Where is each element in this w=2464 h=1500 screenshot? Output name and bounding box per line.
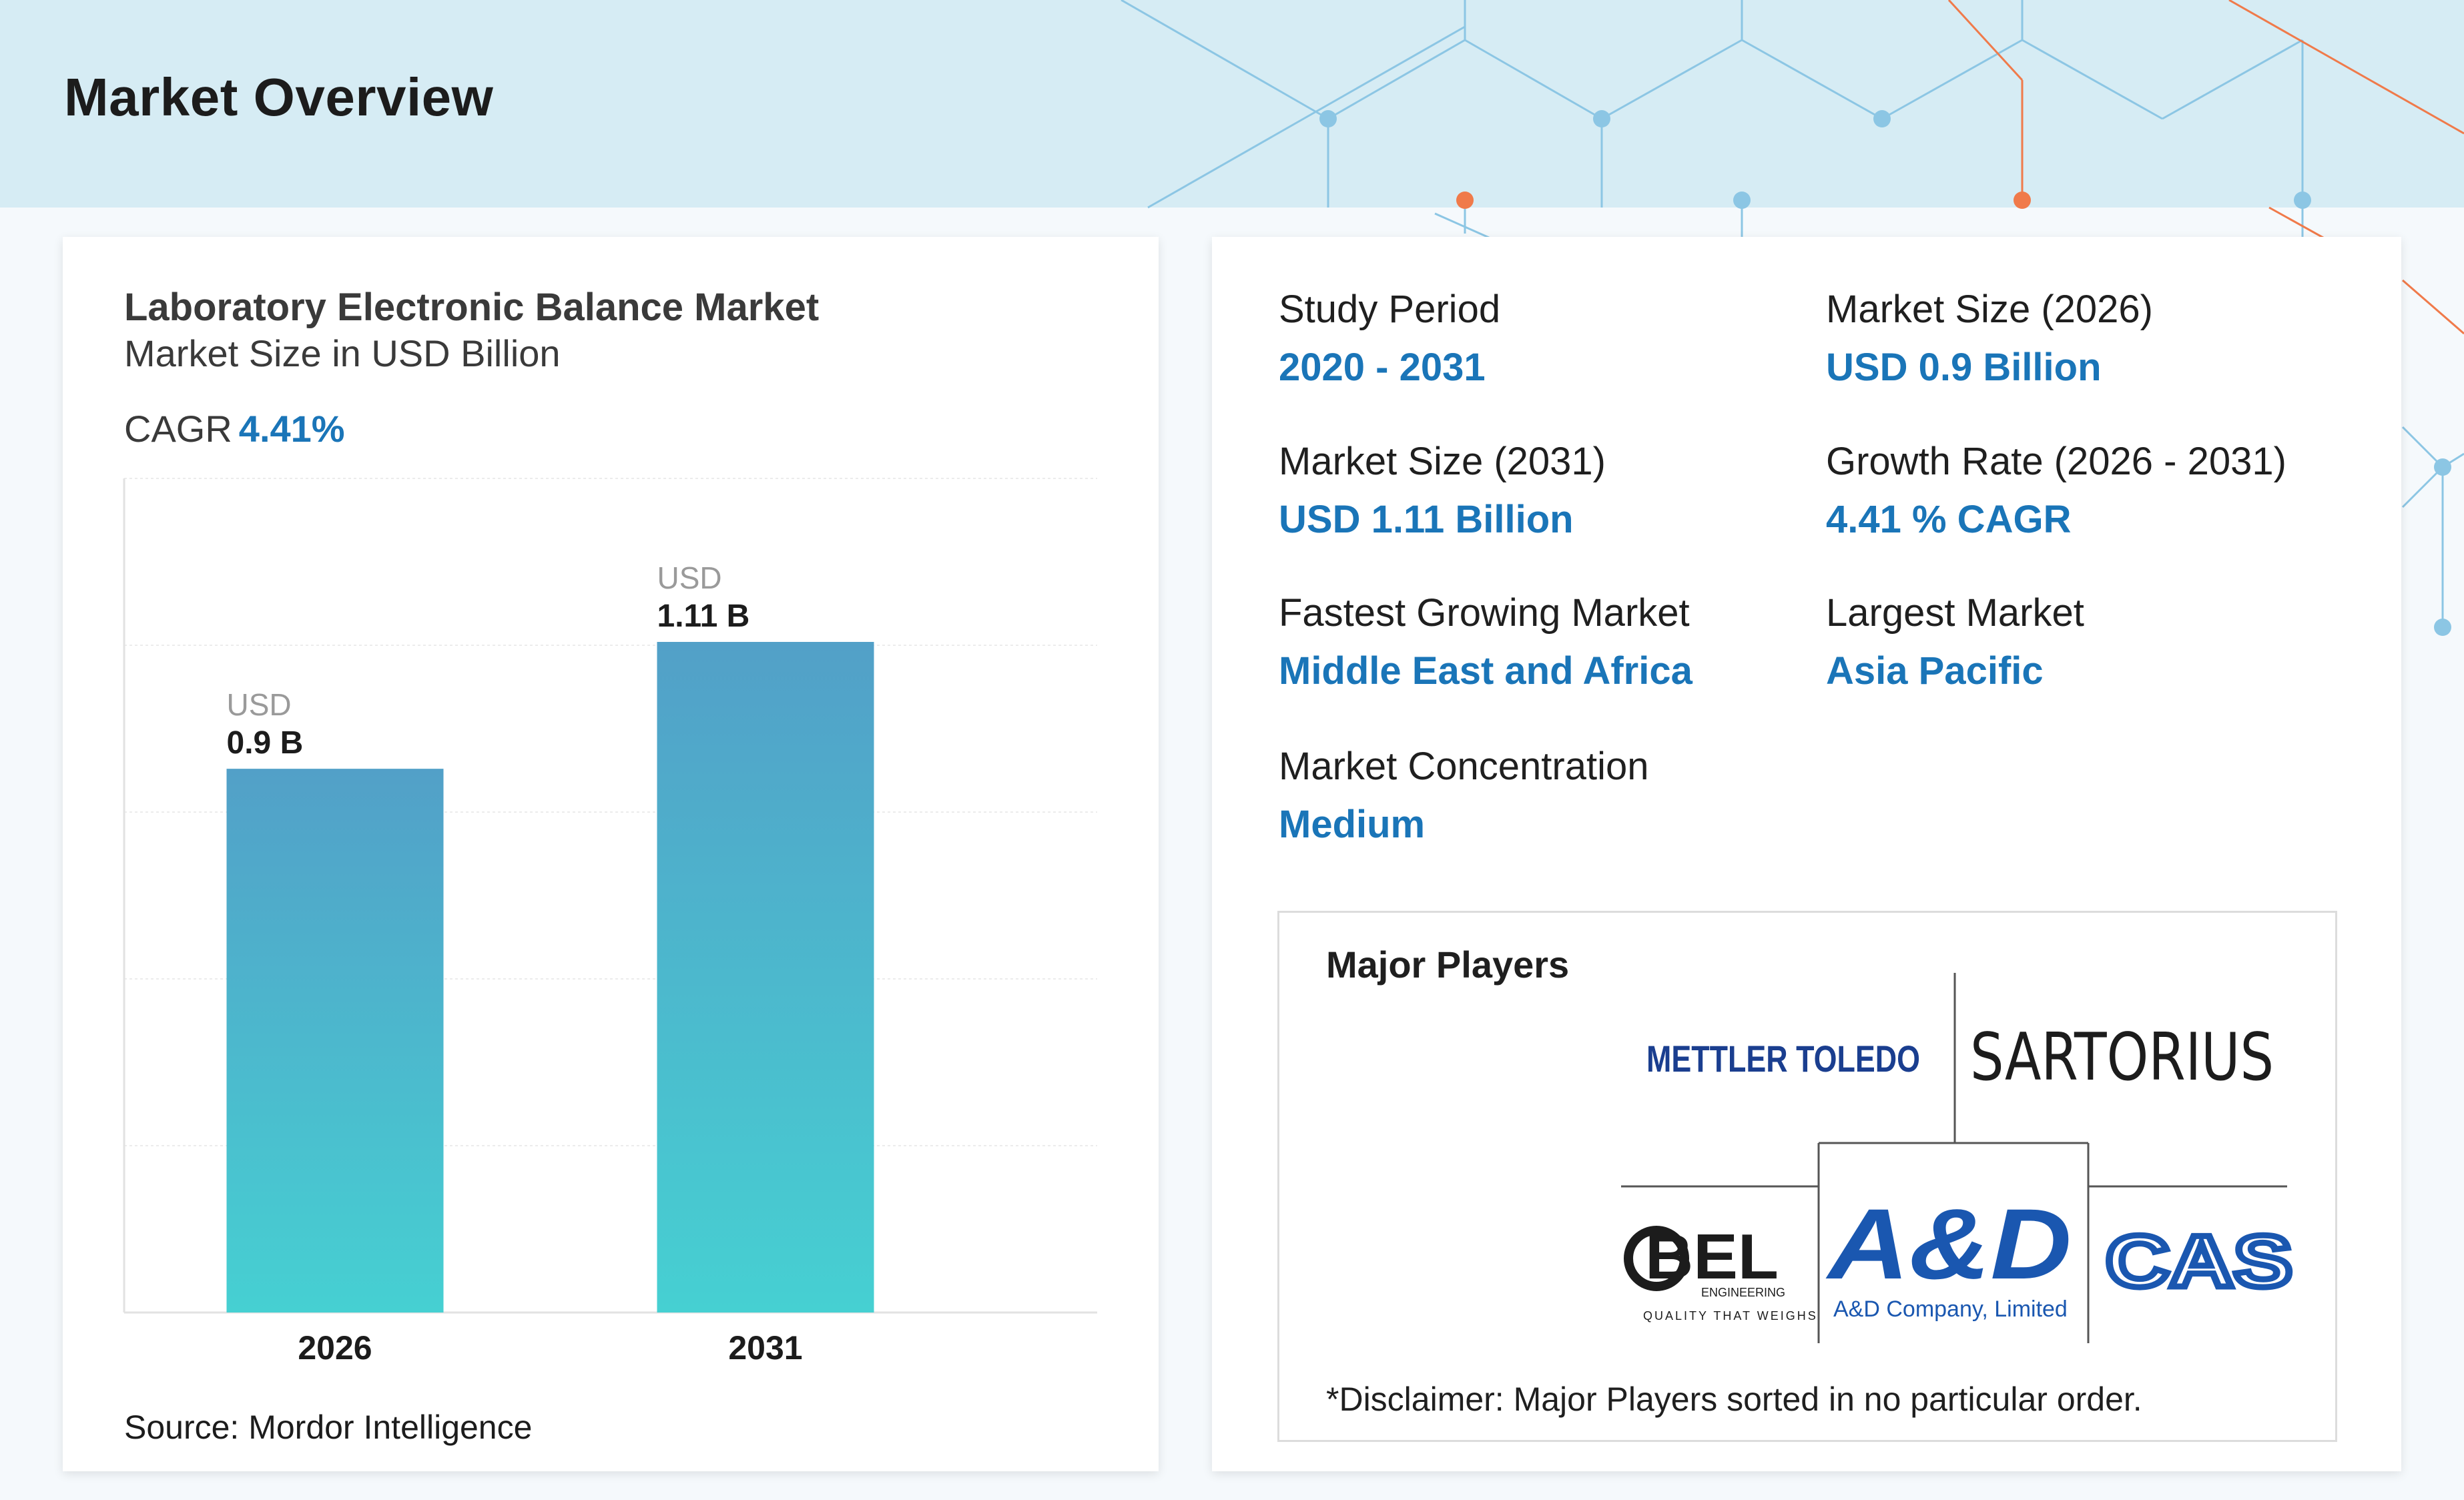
stat-study-period-value: 2020 - 2031 xyxy=(1279,346,1486,389)
stat-market-size-2026-label: Market Size (2026) xyxy=(1826,288,2153,331)
stat-largest-market-label: Largest Market xyxy=(1826,591,2084,635)
and-company-logo: A&D A&D Company, Limited xyxy=(1825,1188,2072,1322)
stat-growth-rate-value: 4.41 % CAGR xyxy=(1826,498,2072,541)
stat-market-size-2031-label: Market Size (2031) xyxy=(1279,440,1606,483)
x-tick-label: 2026 xyxy=(298,1329,372,1367)
chart-title: Laboratory Electronic Balance Market xyxy=(124,286,820,329)
bel-logo-tagline: QUALITY THAT WEIGHS xyxy=(1643,1309,1818,1323)
stat-fastest-growing-label: Fastest Growing Market xyxy=(1279,591,1690,635)
stat-market-size-2031-value: USD 1.11 Billion xyxy=(1279,498,1574,541)
stat-concentration-value: Medium xyxy=(1279,803,1426,846)
and-logo-wordmark: A&D xyxy=(1825,1188,2072,1300)
network-decoration xyxy=(1121,0,2464,636)
and-logo-sub: A&D Company, Limited xyxy=(1833,1296,2068,1322)
bar-value-prefix: USD xyxy=(657,560,722,595)
major-players-box: Major Players METTLER TOLEDO SARTORIUS B… xyxy=(1277,911,2337,1442)
bel-logo-wordmark: BEL xyxy=(1645,1221,1779,1292)
market-stats-card: Study Period 2020 - 2031 Market Size (20… xyxy=(1212,237,2401,1471)
players-disclaimer: *Disclaimer: Major Players sorted in no … xyxy=(1326,1381,2142,1418)
cagr-label: CAGR xyxy=(124,408,232,450)
player-logos: METTLER TOLEDO SARTORIUS BEL ENGINEERING… xyxy=(1621,973,2296,1343)
bel-engineering-logo: BEL ENGINEERING QUALITY THAT WEIGHS xyxy=(1624,1221,1818,1323)
market-size-chart-card: Laboratory Electronic Balance Market Mar… xyxy=(63,237,1159,1471)
cas-logo: CAS xyxy=(2106,1220,2292,1302)
stat-study-period-label: Study Period xyxy=(1279,288,1501,331)
x-tick-label: 2031 xyxy=(728,1329,802,1367)
stat-largest-market-value: Asia Pacific xyxy=(1826,649,2044,693)
bar-value-prefix: USD xyxy=(227,687,292,722)
players-title: Major Players xyxy=(1326,944,1570,986)
chart-subtitle: Market Size in USD Billion xyxy=(124,332,561,374)
stat-fastest-growing-value: Middle East and Africa xyxy=(1279,649,1692,693)
bar-2026 xyxy=(226,769,444,1312)
sartorius-logo: SARTORIUS xyxy=(1970,1020,2274,1096)
stat-growth-rate-label: Growth Rate (2026 - 2031) xyxy=(1826,440,2286,483)
source-note: Source: Mordor Intelligence xyxy=(124,1409,533,1446)
mettler-toledo-logo: METTLER TOLEDO xyxy=(1646,1038,1920,1080)
bar-value-label: 0.9 B xyxy=(227,725,304,761)
bar-value-label: 1.11 B xyxy=(657,599,750,634)
header-band xyxy=(0,0,2464,208)
bel-logo-sub: ENGINEERING xyxy=(1701,1286,1785,1299)
cagr-value: 4.41% xyxy=(238,408,345,450)
bar-2031 xyxy=(657,642,874,1312)
stat-market-size-2026-value: USD 0.9 Billion xyxy=(1826,346,2102,389)
page-title: Market Overview xyxy=(64,67,494,127)
cagr: CAGR 4.41% xyxy=(124,407,345,450)
stat-concentration-label: Market Concentration xyxy=(1279,745,1649,788)
